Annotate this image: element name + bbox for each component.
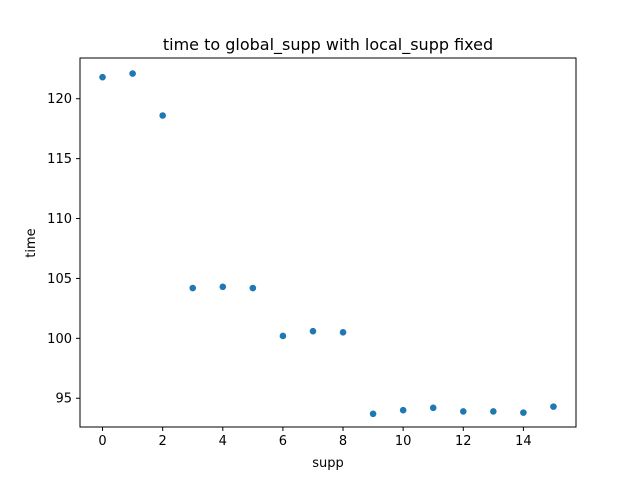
data-point [429,404,437,412]
x-tick-label: 0 [98,434,106,449]
data-point [249,284,257,292]
x-tick-label: 2 [159,434,167,449]
data-point [279,332,287,340]
data-point [550,403,557,410]
x-axis-label: supp [312,456,344,471]
y-tick-label: 95 [55,392,72,407]
data-point [369,410,377,418]
data-point [159,112,166,119]
data-point [309,327,317,335]
x-tick-label: 6 [279,434,287,449]
data-points [99,70,557,418]
data-point [189,284,197,292]
x-tick-label: 8 [339,434,347,449]
y-tick-label: 110 [47,212,72,227]
data-point [490,408,497,415]
y-axis-label: time [24,228,39,257]
y-tick-label: 100 [47,332,72,347]
x-tick-label: 12 [455,434,472,449]
plot-frame [79,57,577,428]
data-point [219,283,227,291]
data-point [339,329,347,336]
y-tick-label: 105 [47,272,72,287]
x-tick-label: 14 [515,434,532,449]
y-tick-label: 120 [47,92,72,107]
y-tick-label: 115 [47,152,72,167]
y-axis-ticks: 95 100 105 110 115 120 [47,92,80,407]
data-point [129,70,136,77]
data-point [99,73,106,81]
x-tick-label: 10 [395,434,412,449]
chart-title: time to global_supp with local_supp fixe… [163,35,493,55]
x-tick-label: 4 [219,434,227,449]
x-axis-ticks: 0 2 4 6 8 10 12 14 [98,427,532,449]
data-point [399,406,407,414]
plot-area [79,57,577,428]
data-point [520,409,527,416]
data-point [459,408,467,415]
